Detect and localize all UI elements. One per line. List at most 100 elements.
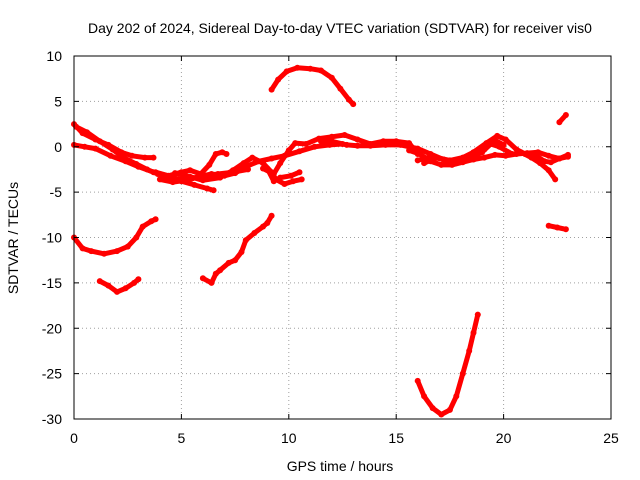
data-point	[101, 250, 108, 257]
data-point	[341, 132, 348, 138]
data-point	[318, 138, 324, 145]
y-tick-label: -25	[42, 366, 62, 382]
data-point	[414, 145, 421, 152]
data-point	[217, 174, 224, 181]
data-point	[133, 161, 140, 167]
data-point	[552, 176, 559, 183]
data-point	[307, 65, 314, 72]
data-point	[545, 152, 552, 159]
data-point	[260, 160, 266, 167]
data-point	[172, 170, 178, 177]
data-point	[217, 267, 224, 274]
data-point	[470, 149, 477, 156]
data-point	[264, 220, 271, 226]
data-point	[81, 143, 88, 150]
x-axis-label: GPS time / hours	[287, 458, 394, 474]
data-point	[328, 138, 335, 145]
data-point	[500, 141, 507, 148]
data-point	[354, 136, 361, 143]
data-point	[545, 167, 552, 174]
data-point	[109, 146, 116, 153]
plot-area	[71, 64, 571, 418]
data-point	[449, 161, 455, 168]
data-point	[470, 156, 477, 163]
data-point	[466, 347, 473, 354]
data-point	[204, 185, 211, 192]
data-point	[277, 160, 284, 167]
data-point	[416, 151, 423, 157]
data-point	[141, 154, 148, 161]
x-tick-label: 25	[603, 430, 619, 446]
data-point	[382, 141, 389, 148]
data-point	[230, 167, 236, 174]
data-point	[105, 282, 112, 289]
data-point	[367, 142, 374, 149]
data-point	[281, 181, 288, 187]
x-tick-label: 15	[388, 430, 404, 446]
y-tick-label: -5	[50, 184, 63, 200]
y-tick-label: 10	[46, 48, 62, 64]
data-point	[275, 76, 282, 83]
data-point	[107, 152, 114, 159]
data-point	[73, 123, 80, 130]
data-point	[556, 119, 563, 126]
data-point	[427, 158, 434, 165]
data-point	[240, 160, 247, 167]
x-tick-label: 0	[70, 430, 78, 446]
data-point	[135, 276, 142, 283]
data-point	[414, 157, 421, 164]
data-point	[554, 224, 561, 231]
data-point	[421, 393, 428, 400]
data-point	[287, 172, 294, 179]
data-point	[459, 159, 466, 166]
data-point	[152, 169, 159, 176]
data-point	[453, 393, 460, 400]
data-point	[249, 154, 256, 161]
data-point	[264, 165, 271, 172]
data-point	[343, 141, 350, 148]
series-arc-16	[406, 147, 571, 168]
data-point	[120, 154, 127, 161]
data-point	[96, 138, 103, 145]
data-point	[311, 143, 318, 150]
data-point	[225, 259, 232, 266]
data-point	[328, 133, 335, 140]
data-point	[337, 85, 344, 92]
data-point	[268, 212, 275, 219]
data-point	[187, 173, 193, 180]
data-point	[562, 226, 569, 233]
data-point	[131, 279, 138, 286]
data-point	[397, 141, 404, 148]
data-point	[260, 165, 266, 172]
data-point	[541, 158, 548, 165]
data-point	[129, 152, 135, 159]
x-tick-label: 10	[281, 430, 297, 446]
data-point	[446, 406, 453, 413]
data-point	[268, 86, 275, 93]
data-point	[547, 159, 554, 166]
data-point	[238, 249, 245, 255]
data-point	[165, 172, 172, 179]
data-point	[474, 311, 481, 318]
data-point	[206, 161, 213, 168]
data-point	[517, 149, 524, 156]
data-point	[212, 151, 219, 157]
data-point	[187, 167, 193, 174]
series-arc-4	[71, 216, 159, 257]
data-point	[446, 157, 453, 164]
y-tick-label: -10	[42, 230, 62, 246]
data-point	[459, 370, 466, 377]
data-point	[251, 230, 258, 236]
data-point	[434, 154, 440, 161]
y-tick-label: -20	[42, 320, 62, 336]
data-point	[199, 177, 206, 184]
y-axis-label: SDTVAR / TECUs	[5, 182, 21, 294]
data-point	[350, 101, 357, 108]
data-point	[212, 270, 219, 277]
chart-title: Day 202 of 2024, Sidereal Day-to-day VTE…	[88, 20, 592, 36]
data-point	[285, 147, 292, 154]
data-point	[545, 222, 552, 229]
data-point	[242, 237, 249, 244]
data-point	[565, 151, 571, 158]
